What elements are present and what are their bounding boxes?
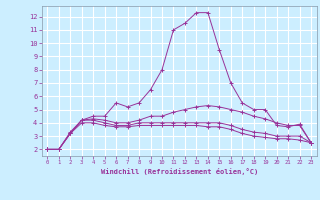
X-axis label: Windchill (Refroidissement éolien,°C): Windchill (Refroidissement éolien,°C) (100, 168, 258, 175)
